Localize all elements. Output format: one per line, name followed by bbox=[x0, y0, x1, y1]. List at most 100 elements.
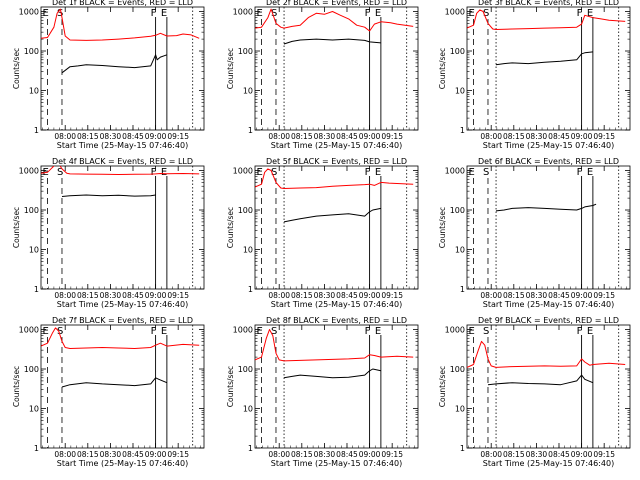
y-axis-label: Counts/sec bbox=[226, 207, 235, 248]
x-tick-label: 09:00 bbox=[571, 132, 593, 141]
x-tick-label: 09:15 bbox=[381, 450, 403, 459]
marker-label: E bbox=[42, 8, 48, 19]
series-line-lld bbox=[467, 340, 626, 368]
x-tick-label: 08:15 bbox=[291, 132, 313, 141]
marker-label: S bbox=[271, 8, 277, 19]
x-tick-label: 08:45 bbox=[548, 450, 570, 459]
x-tick-label: 08:00 bbox=[480, 291, 502, 300]
y-tick-label: 1000 bbox=[19, 8, 39, 17]
series-line-events bbox=[61, 377, 168, 388]
x-tick-label: 09:15 bbox=[593, 291, 615, 300]
plot-frame bbox=[254, 6, 419, 131]
x-tick-label: 09:00 bbox=[145, 291, 167, 300]
marker-label: S bbox=[483, 326, 489, 337]
x-tick-label: 08:45 bbox=[336, 450, 358, 459]
y-axis-label: Counts/sec bbox=[438, 207, 447, 248]
y-tick-label: 10 bbox=[29, 246, 39, 255]
x-tick-label: 08:00 bbox=[480, 450, 502, 459]
x-tick-label: 09:00 bbox=[145, 132, 167, 141]
y-tick-label: 1000 bbox=[19, 326, 39, 335]
x-tick-label: 09:00 bbox=[359, 450, 381, 459]
x-tick-label: 08:15 bbox=[77, 291, 99, 300]
x-tick-label: 08:30 bbox=[526, 291, 548, 300]
chart-title: Det 1f BLACK = Events, RED = LLD bbox=[52, 0, 193, 7]
x-tick-label: 08:15 bbox=[291, 450, 313, 459]
marker-label: E bbox=[468, 8, 474, 19]
chart-panel-9: Det 9f BLACK = Events, RED = LLD 1 10 100 10… bbox=[438, 316, 631, 468]
y-tick-label: 1000 bbox=[445, 8, 465, 17]
y-tick-label: 10 bbox=[29, 87, 39, 96]
marker-label: E bbox=[161, 167, 167, 178]
y-tick-label: 10 bbox=[243, 87, 253, 96]
x-tick-label: 08:30 bbox=[314, 132, 336, 141]
y-axis-label: Counts/sec bbox=[226, 48, 235, 89]
chart-panel-5: Det 5f BLACK = Events, RED = LLD 1 10 100 10… bbox=[226, 157, 419, 309]
x-tick-label: 09:15 bbox=[381, 132, 403, 141]
marker-label: E bbox=[161, 326, 167, 337]
x-axis-label: Start Time (25-May-15 07:46:40) bbox=[57, 459, 188, 468]
y-tick-label: 100 bbox=[24, 206, 39, 215]
y-axis-label: Counts/sec bbox=[438, 48, 447, 89]
marker-label: S bbox=[57, 8, 63, 19]
x-tick-label: 08:45 bbox=[336, 291, 358, 300]
series-line-events bbox=[283, 38, 381, 45]
chart-title: Det 4f BLACK = Events, RED = LLD bbox=[52, 157, 193, 166]
x-tick-label: 08:30 bbox=[526, 450, 548, 459]
chart-panel-6: Det 6f BLACK = Events, RED = LLD 1 10 100 10… bbox=[438, 157, 631, 309]
marker-label: S bbox=[483, 8, 489, 19]
series-line-events bbox=[283, 368, 382, 379]
marker-label: F bbox=[151, 326, 157, 337]
x-axis-label: Start Time (25-May-15 07:46:40) bbox=[271, 459, 402, 468]
marker-label: F bbox=[577, 167, 583, 178]
marker-label: E bbox=[375, 8, 381, 19]
marker-label: F bbox=[365, 167, 371, 178]
x-tick-label: 09:15 bbox=[593, 450, 615, 459]
marker-label: E bbox=[587, 326, 593, 337]
x-tick-label: 08:45 bbox=[122, 132, 144, 141]
series-line-lld bbox=[467, 9, 626, 30]
x-tick-label: 08:45 bbox=[548, 132, 570, 141]
x-tick-label: 08:00 bbox=[54, 450, 76, 459]
series-line-lld bbox=[41, 327, 200, 349]
y-tick-label: 100 bbox=[24, 365, 39, 374]
y-tick-label: 10 bbox=[243, 405, 253, 414]
marker-label: S bbox=[57, 326, 63, 337]
plot-frame bbox=[40, 324, 205, 449]
marker-label: E bbox=[375, 326, 381, 337]
chart-title: Det 6f BLACK = Events, RED = LLD bbox=[478, 157, 619, 166]
x-tick-label: 08:00 bbox=[268, 450, 290, 459]
x-tick-label: 09:15 bbox=[381, 291, 403, 300]
x-tick-label: 08:15 bbox=[503, 450, 525, 459]
plot-frame bbox=[40, 6, 205, 131]
x-tick-label: 08:30 bbox=[100, 450, 122, 459]
series-line-lld bbox=[41, 166, 200, 175]
y-axis-label: Counts/sec bbox=[226, 366, 235, 407]
y-axis-label: Counts/sec bbox=[12, 366, 21, 407]
x-tick-label: 09:15 bbox=[593, 132, 615, 141]
chart-title: Det 8f BLACK = Events, RED = LLD bbox=[266, 316, 407, 325]
x-tick-label: 08:30 bbox=[314, 450, 336, 459]
y-tick-label: 100 bbox=[24, 47, 39, 56]
marker-label: E bbox=[256, 167, 262, 178]
y-tick-label: 10 bbox=[29, 405, 39, 414]
y-axis-label: Counts/sec bbox=[438, 366, 447, 407]
chart-panel-3: Det 3f BLACK = Events, RED = LLD 1 10 100 10… bbox=[438, 0, 631, 150]
x-tick-label: 08:15 bbox=[77, 132, 99, 141]
series-line-events bbox=[283, 207, 381, 223]
marker-label: E bbox=[587, 167, 593, 178]
marker-label: S bbox=[271, 167, 277, 178]
x-tick-label: 09:15 bbox=[167, 291, 189, 300]
y-tick-label: 1 bbox=[34, 444, 39, 453]
x-tick-label: 08:00 bbox=[268, 291, 290, 300]
series-line-events bbox=[61, 194, 156, 197]
x-tick-label: 08:00 bbox=[54, 291, 76, 300]
marker-label: F bbox=[151, 8, 157, 19]
y-axis-label: Counts/sec bbox=[12, 48, 21, 89]
chart-title: Det 7f BLACK = Events, RED = LLD bbox=[52, 316, 193, 325]
x-tick-label: 09:00 bbox=[145, 450, 167, 459]
x-tick-label: 09:15 bbox=[167, 450, 189, 459]
x-tick-label: 08:45 bbox=[122, 291, 144, 300]
x-tick-label: 09:00 bbox=[571, 291, 593, 300]
x-tick-label: 08:00 bbox=[54, 132, 76, 141]
